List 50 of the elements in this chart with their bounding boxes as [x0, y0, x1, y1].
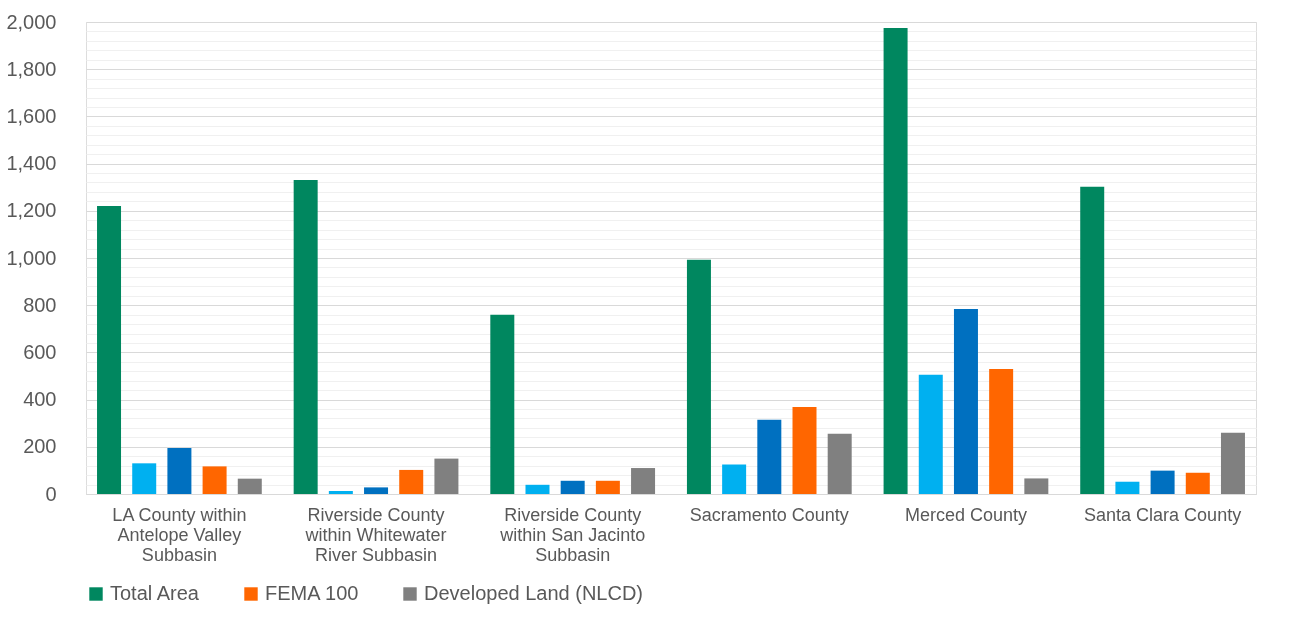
- x-tick-label: Santa Clara County: [1084, 504, 1242, 525]
- bar: [1185, 472, 1210, 494]
- bar: [953, 308, 978, 494]
- bar: [132, 463, 157, 494]
- y-tick-label: 1,400: [6, 152, 57, 175]
- bar: [989, 368, 1014, 494]
- bar: [1080, 186, 1105, 494]
- bar: [490, 314, 515, 494]
- legend-label: FEMA 100: [265, 582, 359, 604]
- y-tick-label: 1,200: [6, 199, 57, 222]
- y-tick-label: 1,800: [6, 57, 57, 80]
- bar: [237, 478, 262, 494]
- bar: [1024, 478, 1049, 494]
- y-tick-label: 1,600: [6, 104, 57, 127]
- y-tick-label: 0: [45, 482, 57, 505]
- legend-label: Total Area: [110, 582, 200, 604]
- x-tick-label: Sacramento County: [689, 504, 849, 525]
- y-tick-label: 400: [23, 388, 57, 411]
- y-tick-label: 800: [23, 293, 57, 316]
- bar: [883, 27, 908, 494]
- bar: [167, 447, 192, 494]
- x-tick-label: Merced County: [904, 504, 1027, 525]
- bar: [364, 487, 389, 494]
- bar: [560, 480, 585, 494]
- bar: [792, 406, 817, 494]
- bar: [399, 469, 424, 494]
- bar: [918, 374, 943, 494]
- y-tick-label: 1,000: [6, 246, 57, 269]
- bar: [595, 480, 620, 494]
- bar: [631, 468, 656, 494]
- y-tick-label: 2,000: [6, 10, 57, 33]
- x-tick-label: LA County within Antelope Valley Subbasin: [112, 504, 247, 565]
- y-tick-label: 200: [23, 435, 57, 458]
- bar: [757, 419, 782, 494]
- bar: [722, 464, 747, 494]
- bar: [1115, 481, 1140, 494]
- legend-label: Developed Land (NLCD): [424, 582, 644, 604]
- bar: [97, 206, 122, 494]
- bar: [686, 259, 711, 494]
- bar: [1220, 432, 1245, 494]
- bar: [434, 458, 459, 494]
- bar: [293, 180, 318, 494]
- x-tick-label: Riverside County within Whitewater River Subbasin: [304, 504, 447, 565]
- bar: [328, 490, 353, 494]
- bar: [1150, 470, 1175, 494]
- bar: [202, 466, 227, 494]
- bar: [827, 433, 852, 494]
- y-tick-label: 600: [23, 340, 57, 363]
- x-tick-label: Riverside County within San Jacinto Subbasin: [499, 504, 646, 565]
- bar: [525, 484, 550, 494]
